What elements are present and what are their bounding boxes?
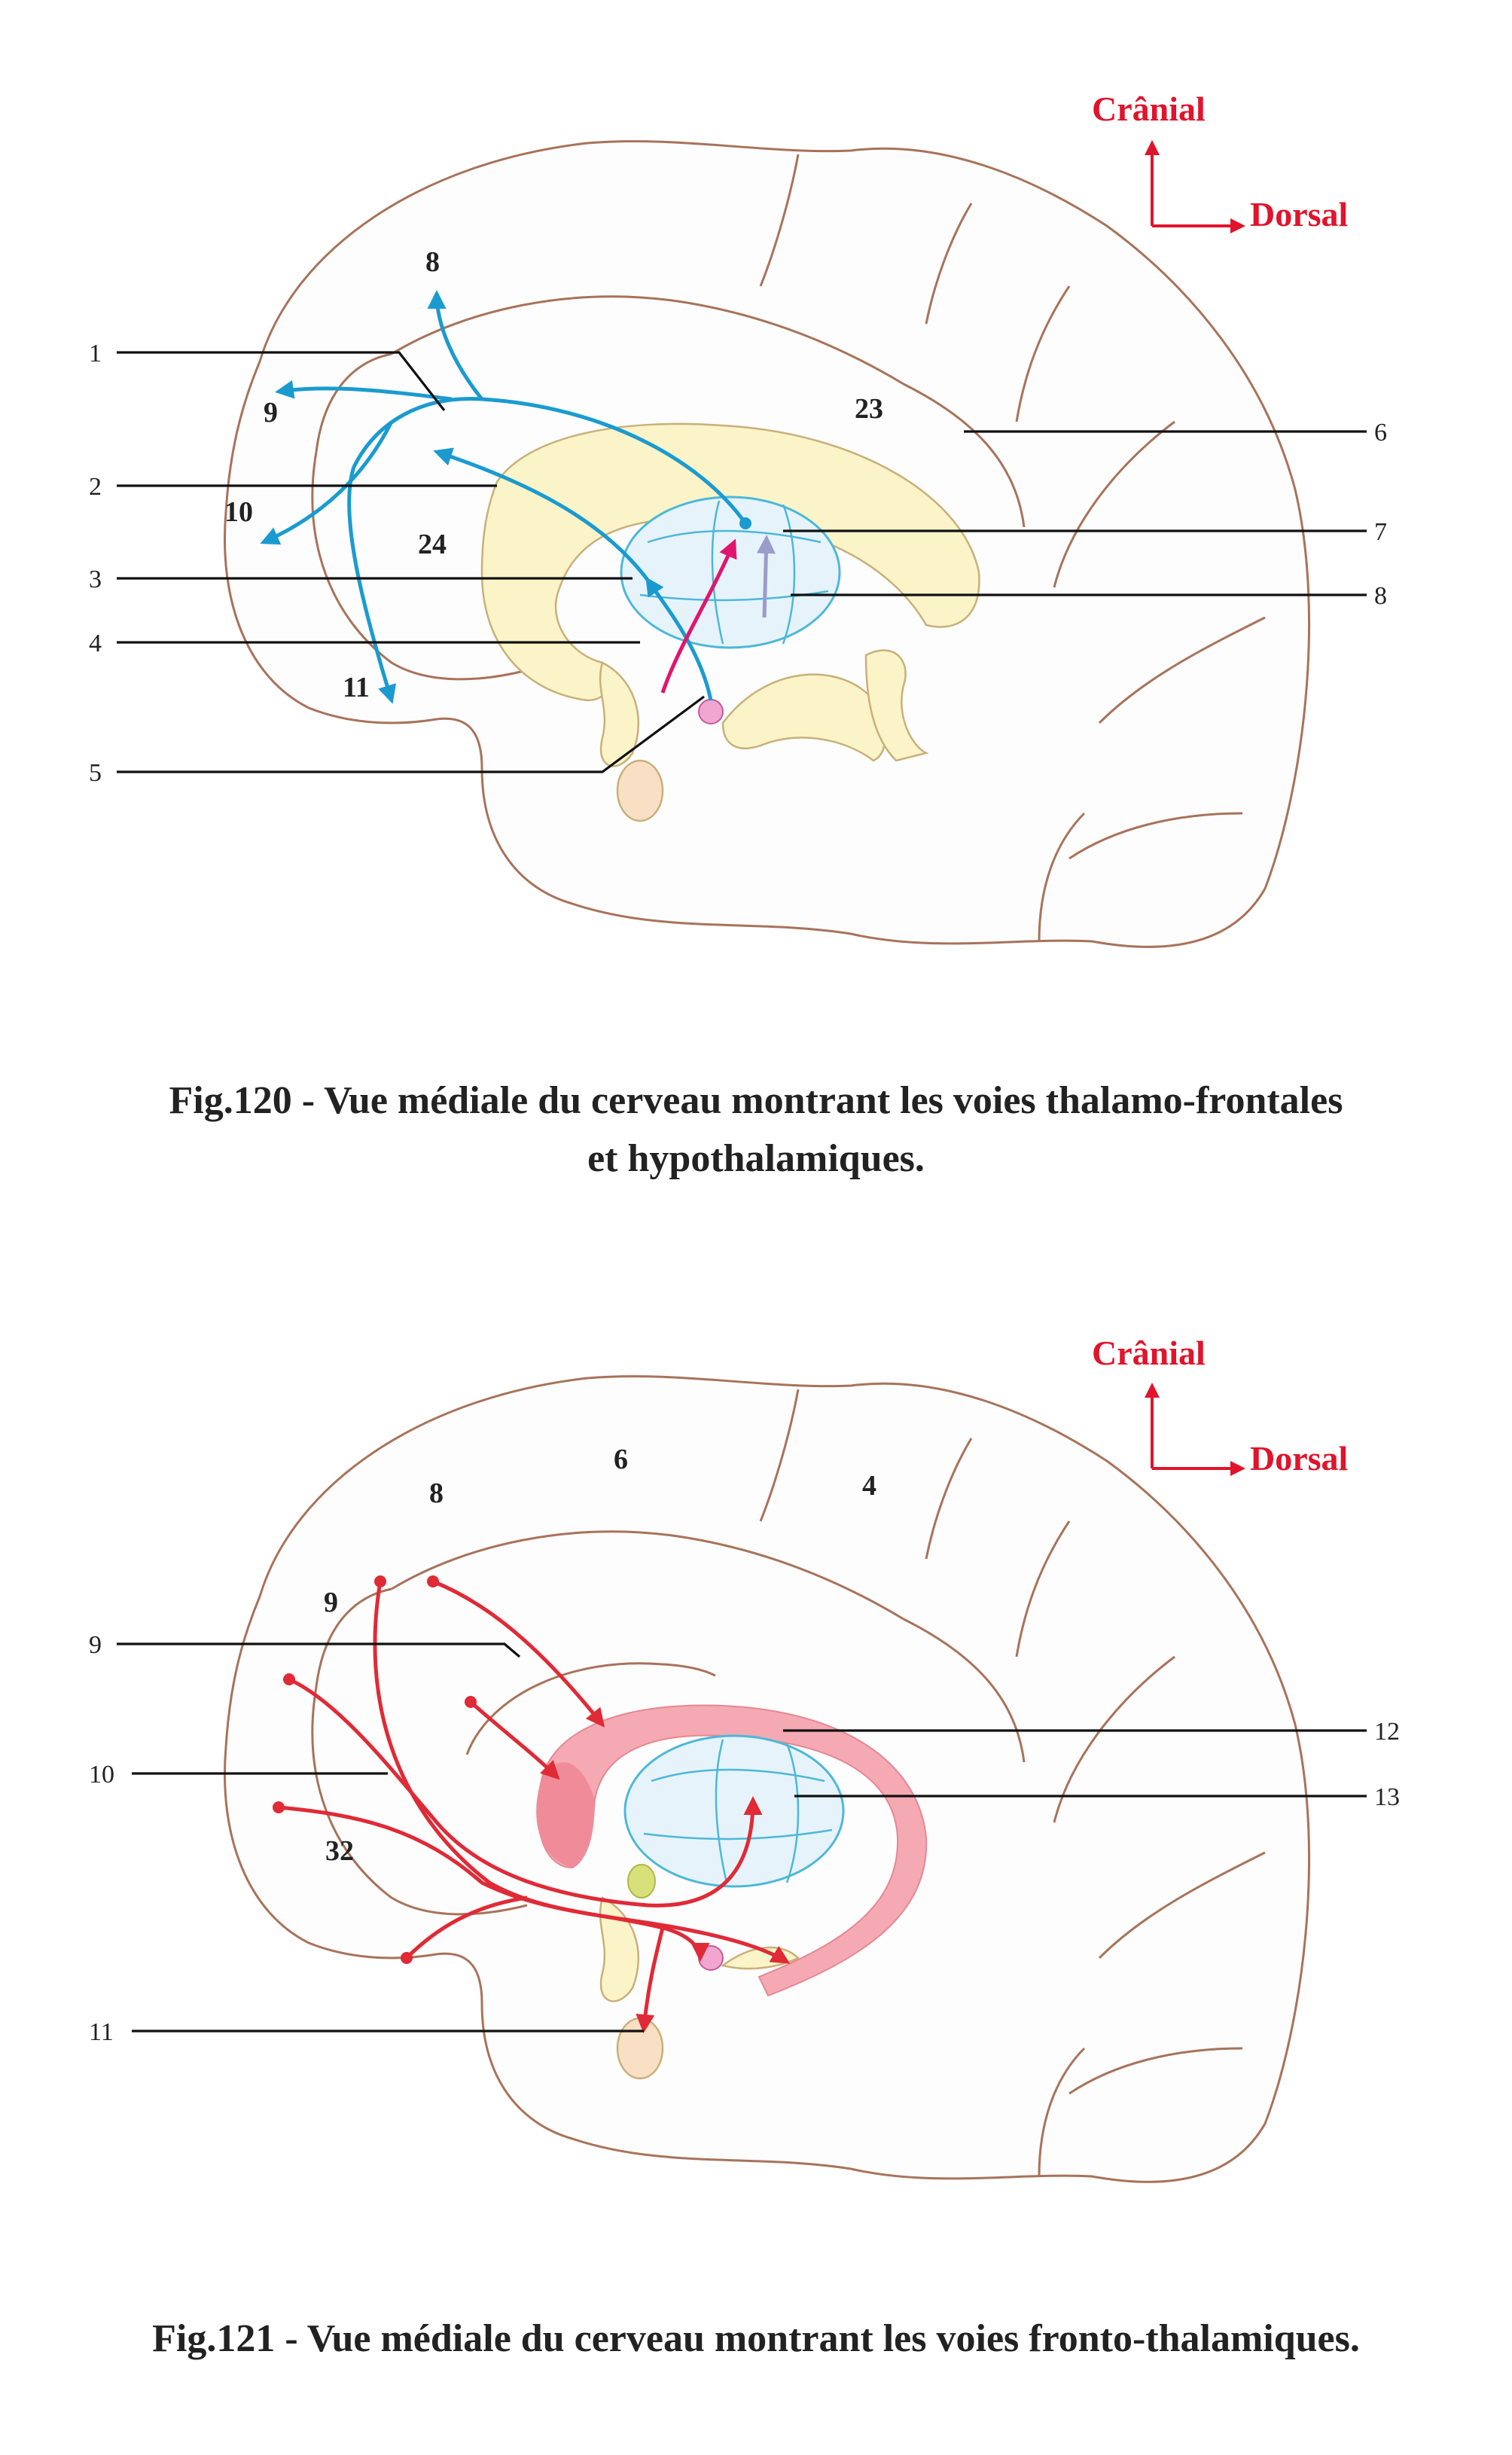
fig120-label-1: 1 bbox=[89, 340, 102, 367]
fig120-label-4: 4 bbox=[89, 630, 102, 657]
area-11: 11 bbox=[343, 672, 370, 703]
orientation-indicator: Crânial Dorsal bbox=[1092, 90, 1348, 233]
thalamo-frontal-pathways bbox=[260, 290, 751, 704]
hypothalamic-pathway bbox=[660, 538, 737, 694]
fig121-label-9: 9 bbox=[89, 1631, 102, 1659]
intrathalamic-pathway bbox=[756, 535, 776, 618]
fronto-thalamic-pathways bbox=[273, 1575, 791, 2033]
thalamus-2 bbox=[623, 1734, 845, 1888]
thalamus bbox=[620, 496, 841, 649]
area-4-fig121: 4 bbox=[862, 1470, 876, 1502]
fig120-label-7: 7 bbox=[1374, 518, 1387, 546]
area-32-fig121: 32 bbox=[325, 1835, 354, 1867]
hypothalamic-nucleus-2 bbox=[698, 1945, 724, 1971]
area-9-fig121: 9 bbox=[324, 1587, 338, 1618]
dorsal-label-2: Dorsal bbox=[1250, 1439, 1348, 1478]
area-23: 23 bbox=[855, 393, 883, 425]
fig121-label-11: 11 bbox=[89, 2018, 114, 2046]
fig121-label-13: 13 bbox=[1374, 1783, 1400, 1811]
cranial-label: Crânial bbox=[1092, 90, 1206, 128]
fig120-caption-line1: Fig.120 - Vue médiale du cerveau montran… bbox=[169, 1079, 1343, 1122]
fig120-label-5: 5 bbox=[89, 759, 102, 787]
area-9: 9 bbox=[264, 397, 278, 428]
orientation-indicator-2: Crânial Dorsal bbox=[1092, 1334, 1348, 1478]
area-10: 10 bbox=[224, 496, 253, 528]
figure-120: Crânial Dorsal bbox=[89, 90, 1387, 1180]
area-8: 8 bbox=[425, 246, 440, 278]
fig120-label-2: 2 bbox=[89, 473, 102, 501]
fig120-caption-line2: et hypothalamiques. bbox=[587, 1137, 925, 1180]
fig120-label-6: 6 bbox=[1374, 419, 1387, 447]
fig121-label-12: 12 bbox=[1374, 1718, 1400, 1746]
hypothalamic-nucleus bbox=[698, 699, 724, 724]
fig120-label-3: 3 bbox=[89, 566, 102, 593]
cranial-label-2: Crânial bbox=[1092, 1334, 1206, 1372]
amygdala-nucleus bbox=[627, 1864, 656, 1898]
fig120-label-8: 8 bbox=[1374, 582, 1387, 610]
fig121-caption: Fig.121 - Vue médiale du cerveau montran… bbox=[152, 2317, 1360, 2360]
dorsal-label: Dorsal bbox=[1250, 195, 1348, 233]
figure-121: Crânial Dorsal bbox=[89, 1334, 1400, 2360]
fig121-label-10: 10 bbox=[89, 1761, 114, 1789]
area-6-fig121: 6 bbox=[614, 1444, 628, 1475]
area-8-fig121: 8 bbox=[429, 1478, 444, 1509]
area-24: 24 bbox=[418, 529, 447, 560]
